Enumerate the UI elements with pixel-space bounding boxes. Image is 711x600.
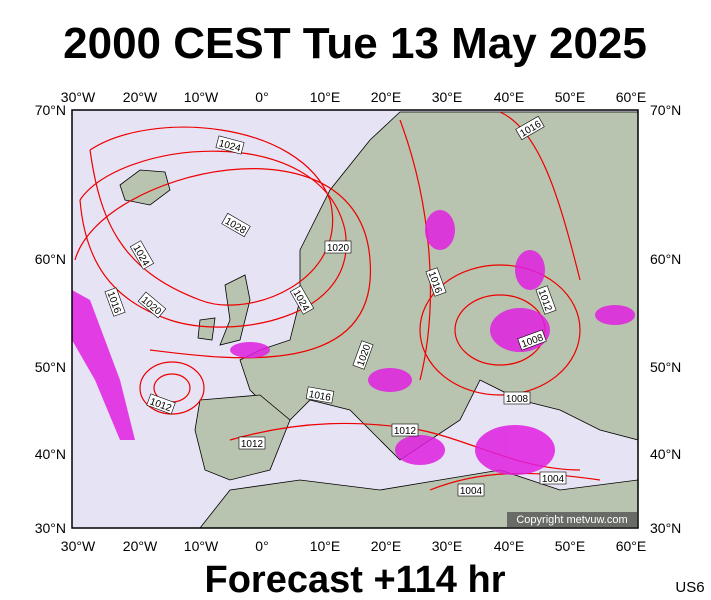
isobar-label-box — [539, 471, 567, 485]
isobar-label-text: 1020 — [327, 243, 350, 254]
isobar-label-box — [305, 386, 335, 404]
latitude-label: 70°N — [650, 102, 681, 118]
longitude-label: 10°E — [310, 89, 341, 105]
isobar-label-box — [146, 393, 176, 415]
longitude-label: 20°E — [371, 538, 402, 554]
longitude-label: 60°E — [616, 89, 647, 105]
isobar-label-text: 1004 — [460, 486, 483, 497]
longitude-label: 40°E — [494, 538, 525, 554]
longitude-label: 60°E — [616, 538, 647, 554]
isobar-label: 1008 — [503, 391, 531, 405]
isobar-label-box — [104, 287, 126, 317]
isobar-label-box — [129, 240, 155, 270]
isobar-label-text: 1008 — [506, 394, 529, 405]
longitude-label: 20°W — [123, 538, 158, 554]
isobar-label-box — [503, 391, 531, 405]
isobar-label-box — [352, 340, 374, 370]
longitude-label: 30°E — [432, 538, 463, 554]
isobar-label-box — [517, 329, 547, 351]
isobar-label: 1012 — [238, 436, 266, 450]
isobar-label-box — [515, 115, 545, 141]
isobar-label-box — [425, 267, 447, 297]
isobar-label-text: 1012 — [241, 439, 264, 450]
precipitation — [72, 210, 635, 475]
longitude-label: 50°E — [555, 89, 586, 105]
run-code: US6 — [675, 579, 704, 596]
latitude-label: 30°N — [35, 520, 66, 536]
isobar-label-text: 1012 — [394, 426, 417, 437]
longitude-label: 20°W — [123, 89, 158, 105]
copyright-box — [507, 512, 637, 527]
isobar-label: 1020 — [324, 240, 352, 254]
isobar-label-text: 1016 — [308, 389, 332, 404]
isobar-label: 1012 — [391, 423, 419, 437]
isobar-label-box — [289, 285, 315, 315]
latitude-label: 60°N — [650, 251, 681, 267]
isobar-label-box — [324, 240, 352, 254]
longitude-label: 10°W — [184, 538, 219, 554]
longitude-label: 0° — [255, 538, 268, 554]
isobar-label: 1016 — [305, 386, 335, 404]
longitude-label: 20°E — [371, 89, 402, 105]
longitude-label: 30°E — [432, 89, 463, 105]
longitude-label: 30°W — [61, 89, 96, 105]
copyright: Copyright metvuw.com — [516, 514, 627, 526]
latitude-label: 60°N — [35, 251, 66, 267]
latitude-label: 40°N — [650, 446, 681, 462]
isobar-label-text: 1004 — [542, 474, 565, 485]
isobar-label-box — [221, 212, 251, 238]
isobar-label: 1004 — [457, 483, 485, 497]
latitude-label: 50°N — [35, 359, 66, 375]
isobar-label-box — [137, 291, 167, 319]
title: 2000 CEST Tue 13 May 2025 — [63, 19, 647, 68]
isobar-label-box — [457, 483, 485, 497]
longitude-label: 40°E — [494, 89, 525, 105]
isobar-label-box — [238, 436, 266, 450]
map-frame — [71, 109, 639, 529]
isobar-label-box — [391, 423, 419, 437]
longitude-label: 10°E — [310, 538, 341, 554]
latitude-label: 50°N — [650, 359, 681, 375]
latitude-label: 40°N — [35, 446, 66, 462]
longitude-label: 0° — [255, 89, 268, 105]
latitude-label: 30°N — [650, 520, 681, 536]
isobar-label-box — [535, 285, 557, 315]
latitude-label: 70°N — [35, 102, 66, 118]
isobar-label-box — [215, 135, 245, 155]
longitude-label: 30°W — [61, 538, 96, 554]
isobar-label: 1004 — [539, 471, 567, 485]
longitude-label: 10°W — [184, 89, 219, 105]
forecast-label: Forecast +114 hr — [204, 559, 505, 600]
longitude-label: 50°E — [555, 538, 586, 554]
